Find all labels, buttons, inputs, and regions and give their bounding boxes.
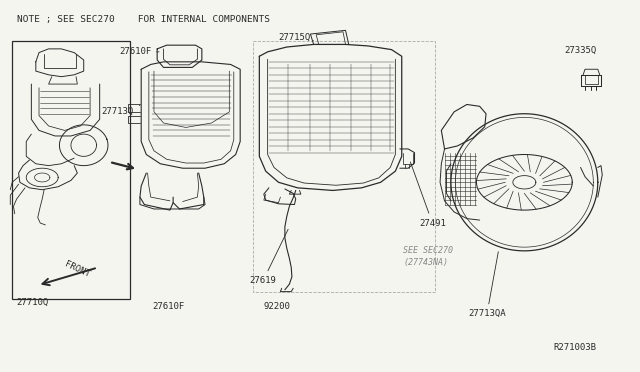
Text: SEE SEC270: SEE SEC270 xyxy=(403,247,453,256)
Bar xyxy=(12,41,131,299)
Text: 27713QA: 27713QA xyxy=(468,252,506,318)
Text: 92200: 92200 xyxy=(263,302,290,311)
Text: 27335Q: 27335Q xyxy=(564,46,596,55)
Text: NOTE ; SEE SEC270    FOR INTERNAL COMPONENTS: NOTE ; SEE SEC270 FOR INTERNAL COMPONENT… xyxy=(17,15,269,24)
Text: 27610F: 27610F xyxy=(119,47,159,56)
Text: 27710Q: 27710Q xyxy=(17,298,49,307)
Text: 27715Q: 27715Q xyxy=(278,33,314,42)
Text: 27619: 27619 xyxy=(250,229,288,285)
Text: (27743NA): (27743NA) xyxy=(403,257,448,267)
Text: 27610F: 27610F xyxy=(152,302,184,311)
Text: R271003B: R271003B xyxy=(553,343,596,352)
Text: 27491: 27491 xyxy=(410,162,446,228)
Text: 27713Q: 27713Q xyxy=(102,105,140,116)
Text: FRONT: FRONT xyxy=(63,260,92,279)
